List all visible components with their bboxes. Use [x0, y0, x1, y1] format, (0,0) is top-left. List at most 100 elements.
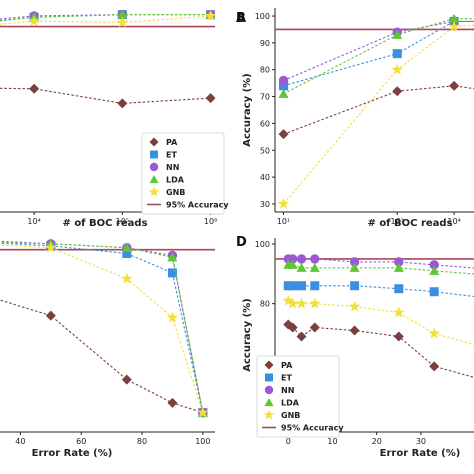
data-point-gnb: [309, 297, 321, 309]
data-point-gnb: [197, 406, 209, 418]
y-tick-label: 80: [260, 300, 270, 309]
data-point-et: [310, 281, 320, 291]
data-point-lda: [296, 262, 307, 272]
legend-label: 95% Accuracy: [166, 201, 229, 210]
x-axis-label: Error Rate (%): [32, 448, 113, 459]
data-point-pa: [167, 397, 178, 408]
data-point-pa: [287, 322, 298, 333]
x-tick-label: 80: [137, 437, 147, 446]
data-point-lda: [349, 262, 360, 272]
data-point-pa: [309, 322, 320, 333]
data-point-gnb: [45, 241, 57, 253]
data-point-gnb: [287, 297, 299, 309]
data-point-lda: [429, 265, 440, 275]
data-point-pa: [121, 374, 132, 385]
x-axis-label: # of BOC reads: [62, 218, 147, 229]
y-axis-label: Accuracy (%): [242, 73, 253, 146]
data-point-gnb: [204, 9, 215, 21]
data-point-gnb: [295, 297, 308, 309]
y-tick-label: 70: [260, 93, 270, 102]
data-point-gnb: [348, 300, 361, 312]
legend-swatch-lda: [264, 398, 274, 407]
legend-swatch-et: [150, 150, 158, 159]
series-line-gnb: [0, 15, 211, 25]
data-point-gnb: [116, 16, 129, 28]
panel-b: 10¹ 10³ 10⁴ 30 40 50 60 70 80 90 100 # of BOC reads…: [236, 8, 474, 229]
legend-label: ET: [281, 374, 292, 383]
legend-box: [141, 132, 225, 215]
series-line-pa: [283, 85, 474, 135]
legend-label: PA: [281, 361, 293, 370]
x-tick-label: 30: [416, 437, 426, 446]
data-point-pa: [29, 83, 40, 94]
y-tick-label: 100: [255, 12, 270, 21]
x-tick-label: 10³: [391, 217, 404, 226]
data-point-nn: [349, 257, 360, 267]
data-point-pa: [349, 325, 360, 336]
data-point-gnb: [393, 306, 405, 318]
data-point-lda: [121, 242, 132, 252]
plot-area: [0, 9, 215, 109]
y-tick-label: 80: [260, 66, 270, 75]
data-point-pa: [117, 98, 128, 109]
data-point-lda: [117, 9, 128, 19]
panel-c: 40 60 80 100 Error Rate (%): [0, 238, 215, 459]
data-point-pa: [45, 310, 56, 321]
legend-label: LDA: [166, 176, 185, 185]
y-tick-label: 30: [260, 200, 270, 209]
y-tick-label: 50: [260, 146, 270, 155]
data-point-et: [279, 81, 289, 91]
data-point-et: [288, 281, 298, 291]
plot-area: [275, 13, 474, 209]
x-tick-label: 40: [15, 437, 25, 446]
legend-swatch-pa: [149, 137, 159, 147]
data-point-nn: [394, 257, 404, 267]
y-tick-label: 90: [260, 39, 270, 48]
plot-area: [0, 238, 215, 418]
legend-swatch-et: [265, 373, 273, 382]
data-point-nn: [278, 75, 289, 86]
data-point-gnb: [121, 272, 133, 284]
legend-label: GNB: [281, 411, 300, 420]
data-point-pa: [449, 80, 460, 91]
data-point-gnb: [166, 311, 179, 323]
data-point-gnb: [391, 63, 403, 75]
x-tick-label: 10⁶: [204, 217, 217, 226]
x-tick-label: 10⁴: [447, 217, 460, 226]
x-tick-label: 10⁴: [27, 217, 40, 226]
plot-area: [275, 254, 474, 378]
panel-d: 0102030406080100Error Rate (%)Accuracy (…: [236, 235, 474, 459]
legend: PA ET NN LDA GNB 95% Accuracy: [141, 132, 229, 215]
x-axis-label: # of BOC reads: [367, 218, 452, 229]
legend-label: GNB: [166, 188, 185, 197]
data-point-lda: [278, 88, 289, 98]
series-line-lda: [0, 241, 204, 413]
data-point-et: [392, 49, 402, 59]
legend-label: NN: [281, 386, 294, 395]
series-line-pa: [0, 87, 211, 104]
data-point-et: [167, 268, 177, 278]
data-point-lda: [392, 29, 403, 39]
y-tick-label: 40: [260, 173, 270, 182]
data-point-et: [297, 281, 307, 291]
legend-label: LDA: [281, 399, 300, 408]
legend-swatch-pa: [264, 360, 274, 370]
x-axis-label: Error Rate (%): [380, 448, 461, 459]
data-point-nn: [287, 254, 298, 264]
data-point-lda: [309, 262, 320, 272]
panel-letter: A: [236, 11, 246, 26]
legend-swatch-nn: [149, 162, 159, 172]
legend-swatch-nn: [264, 385, 274, 395]
series-line-et: [0, 242, 204, 413]
legend-label: NN: [166, 163, 179, 172]
legend-swatch-gnb: [263, 409, 275, 420]
data-point-nn: [310, 254, 320, 264]
y-axis-label: Accuracy (%): [242, 298, 253, 371]
series-line-et: [283, 20, 474, 87]
legend: PA ET NN LDA GNB 95% Accuracy: [256, 355, 344, 438]
data-point-lda: [393, 262, 404, 272]
data-point-lda: [167, 252, 178, 262]
x-tick-label: 0: [286, 437, 291, 446]
y-tick-label: 60: [260, 119, 270, 128]
